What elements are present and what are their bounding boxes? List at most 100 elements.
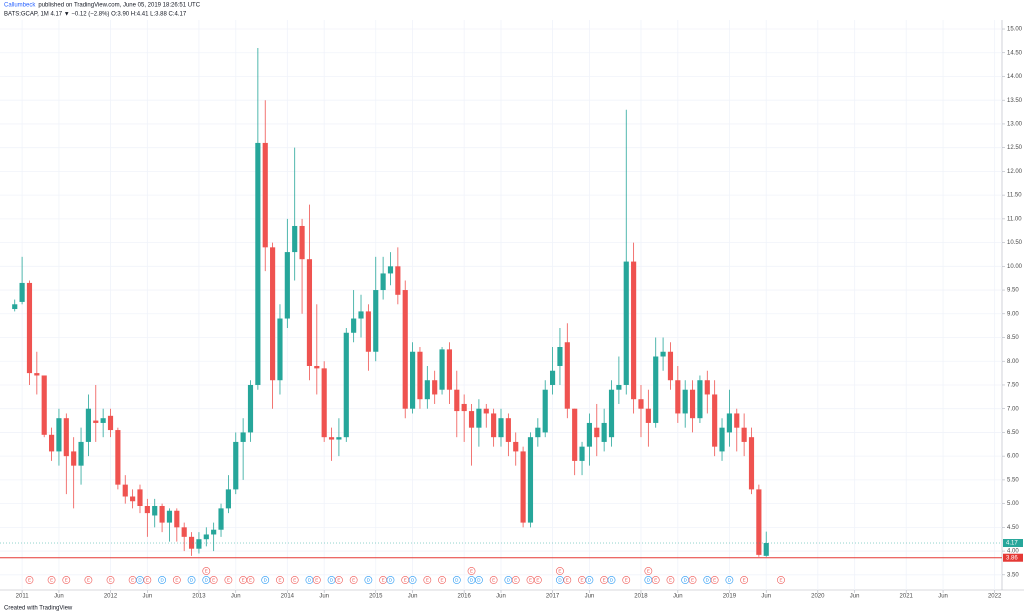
event-marker[interactable] [423, 576, 432, 584]
candle-body [196, 539, 202, 549]
candle-body [763, 543, 769, 556]
event-label: E [293, 577, 296, 582]
event-marker[interactable] [224, 576, 233, 584]
candle-body [373, 290, 379, 352]
candle-body [483, 408, 489, 414]
candle-body [270, 247, 276, 381]
candle-body [446, 349, 453, 390]
x-tick-label: 2014 [281, 594, 295, 600]
y-tick-label: 6.00 [1007, 454, 1019, 460]
event-marker[interactable] [202, 567, 211, 575]
event-label: E [529, 577, 532, 582]
event-marker[interactable] [607, 576, 616, 584]
event-marker[interactable] [710, 576, 719, 584]
event-marker[interactable] [666, 576, 675, 584]
candle-body [675, 380, 681, 414]
candle-body [741, 427, 747, 442]
event-marker[interactable] [349, 576, 358, 584]
candle-body [682, 389, 688, 414]
event-marker[interactable] [172, 576, 181, 584]
y-tick-label: 12.50 [1007, 145, 1023, 151]
event-marker[interactable] [533, 576, 542, 584]
candle-body [284, 252, 290, 319]
event-marker[interactable] [276, 576, 284, 584]
event-marker[interactable] [187, 576, 196, 584]
event-label: E [625, 577, 628, 582]
event-marker[interactable] [688, 576, 697, 584]
y-tick-label: 7.00 [1007, 406, 1019, 412]
candle-body [579, 446, 585, 461]
event-marker[interactable] [290, 576, 299, 584]
candle-body [468, 411, 475, 428]
x-tick-label: Jun [496, 594, 506, 600]
event-marker[interactable] [335, 576, 343, 584]
event-marker[interactable] [467, 567, 476, 575]
event-label: E [242, 577, 245, 582]
event-marker[interactable] [25, 576, 34, 584]
event-marker[interactable] [563, 576, 572, 584]
event-label: E [205, 568, 208, 573]
candle-body [358, 311, 364, 319]
x-tick-label: Jun [673, 594, 683, 600]
x-tick-label: 2022 [988, 594, 1002, 600]
event-marker[interactable] [585, 576, 594, 584]
event-label: E [566, 577, 569, 582]
price-line-badge [1003, 553, 1023, 562]
candle-body [616, 384, 622, 390]
event-marker[interactable] [740, 576, 749, 584]
candle-body [461, 403, 467, 412]
event-marker[interactable] [143, 576, 152, 584]
x-tick-label: Jun [231, 594, 241, 600]
event-marker[interactable] [312, 576, 321, 584]
x-tick-label: 2021 [900, 594, 914, 600]
y-tick-label: 13.50 [1007, 98, 1023, 104]
candle-body [387, 266, 394, 274]
event-label: E [492, 577, 495, 582]
event-label: E [131, 577, 134, 582]
y-tick-label: 6.50 [1007, 430, 1019, 436]
event-marker[interactable] [489, 576, 498, 584]
event-label: E [743, 577, 746, 582]
event-marker[interactable] [158, 576, 166, 584]
event-marker[interactable] [364, 576, 373, 584]
candle-body [726, 413, 732, 433]
event-marker[interactable] [62, 576, 71, 584]
candle-body [631, 261, 637, 400]
candle-body [34, 373, 40, 376]
candle-body [100, 418, 106, 423]
candle-body [697, 380, 703, 419]
event-marker[interactable] [246, 576, 255, 584]
event-marker[interactable] [644, 567, 653, 575]
event-marker[interactable] [47, 576, 56, 584]
candle-body [299, 225, 305, 260]
event-marker[interactable] [651, 576, 660, 584]
x-tick-label: 2015 [369, 594, 383, 600]
event-label: E [28, 577, 31, 582]
event-marker[interactable] [725, 576, 734, 584]
candle-body [292, 225, 298, 253]
event-marker[interactable] [261, 576, 270, 584]
candle-body [122, 484, 128, 497]
candle-body [410, 351, 416, 409]
event-label: D [610, 577, 614, 582]
candle-body [623, 261, 629, 385]
event-marker[interactable] [622, 576, 631, 584]
author[interactable]: Callumbeck [4, 3, 36, 9]
y-tick-label: 9.00 [1007, 311, 1019, 317]
candle-body [564, 342, 570, 409]
event-marker[interactable] [84, 576, 93, 584]
event-marker[interactable] [777, 576, 785, 584]
event-marker[interactable] [556, 567, 564, 575]
last-price-label: 4.17 [1006, 541, 1018, 547]
candle-body [424, 380, 430, 400]
event-marker[interactable] [438, 576, 446, 584]
event-marker[interactable] [106, 576, 115, 584]
event-marker[interactable] [511, 576, 520, 584]
event-marker[interactable] [408, 576, 417, 584]
event-marker[interactable] [209, 576, 218, 584]
candle-body [734, 413, 740, 428]
event-marker[interactable] [452, 576, 461, 584]
event-label: E [65, 577, 68, 582]
event-marker[interactable] [386, 576, 395, 584]
event-marker[interactable] [474, 576, 483, 584]
